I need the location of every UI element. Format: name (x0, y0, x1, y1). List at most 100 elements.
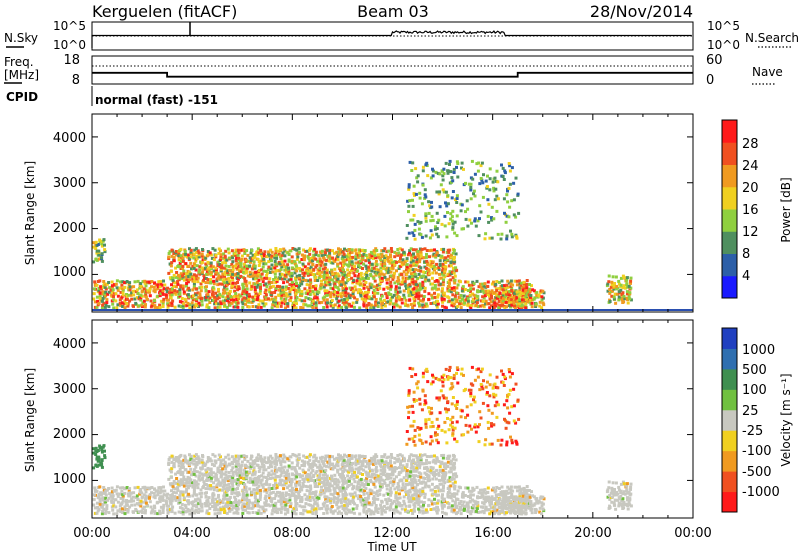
power-cell (492, 304, 496, 308)
cpid-label: CPID (6, 90, 38, 104)
power-cell (377, 301, 380, 305)
power-cell (444, 306, 448, 310)
power-cell (295, 257, 299, 261)
power-cell (466, 224, 470, 228)
power-cell (248, 275, 252, 278)
velocity-cell (358, 512, 362, 516)
power-cell (209, 264, 213, 268)
power-cell (176, 290, 180, 294)
power-cell (382, 249, 386, 253)
power-cell (431, 167, 434, 171)
power-cell (435, 232, 439, 236)
power-cell (374, 256, 378, 260)
power-cell (209, 273, 213, 277)
power-cell (421, 183, 425, 187)
power-cell (484, 302, 488, 306)
velocity-cell (331, 493, 335, 497)
power-cell (283, 277, 287, 281)
velocity-cell (175, 477, 179, 480)
velocity-cell (314, 512, 318, 516)
power-cell (380, 279, 384, 283)
power-cell (525, 286, 529, 290)
velocity-cell (289, 502, 293, 506)
power-cell (289, 299, 293, 303)
power-cell (300, 258, 304, 261)
power-cell (484, 232, 488, 236)
power-cell (363, 249, 367, 252)
power-cell (344, 300, 348, 304)
velocity-cell (134, 496, 138, 500)
power-cell (514, 215, 518, 219)
velocity-cell (103, 498, 107, 502)
power-cell (408, 275, 412, 279)
velocity-cell (267, 458, 271, 462)
power-cell (474, 224, 478, 228)
power-cell (520, 281, 524, 285)
power-cell (414, 283, 418, 286)
velocity-cell (204, 487, 208, 491)
power-cell (483, 282, 487, 286)
power-cell (423, 286, 427, 290)
power-cell (434, 271, 438, 275)
velocity-cell (507, 487, 511, 491)
power-cell (421, 169, 425, 173)
power-cell (422, 274, 426, 278)
power-cell (431, 282, 434, 286)
velocity-cell (363, 489, 367, 493)
power-cell (449, 212, 453, 216)
velocity-cell (249, 466, 252, 470)
power-cell (225, 277, 229, 281)
power-cell (400, 253, 404, 257)
velocity-cell (278, 454, 282, 458)
velocity-cell (484, 508, 488, 512)
velocity-cell (335, 485, 339, 489)
power-cell (280, 293, 284, 297)
velocity-cell (417, 507, 421, 511)
velocity-cell (288, 496, 292, 500)
power-cell (224, 267, 228, 271)
power-cell (354, 288, 358, 292)
power-cell (453, 220, 457, 224)
velocity-cell (227, 457, 231, 461)
velocity-cell (93, 511, 97, 515)
velocity-cell (267, 486, 271, 490)
power-cell (301, 268, 304, 272)
velocity-cell (324, 488, 328, 492)
velocity-cell (173, 497, 177, 501)
power-cell (510, 298, 514, 302)
velocity-cell (180, 506, 184, 510)
velocity-cell (237, 503, 241, 507)
power-cell (196, 249, 200, 253)
velocity-cell (186, 494, 190, 498)
power-cell (294, 306, 298, 310)
power-cell (378, 276, 382, 280)
velocity-cell (101, 491, 105, 495)
velocity-cell (212, 481, 216, 485)
power-cell (271, 284, 275, 288)
power-cbar-swatch (722, 186, 737, 210)
velocity-cell (245, 499, 249, 503)
power-cell (256, 305, 260, 309)
power-cell (224, 249, 228, 253)
power-cell (162, 279, 165, 283)
power-cell (317, 271, 321, 275)
power-cell (464, 217, 468, 221)
velocity-cell (368, 488, 372, 492)
velocity-cell (284, 476, 288, 480)
power-cell (193, 276, 197, 279)
power-cell (607, 280, 611, 284)
velocity-cell (461, 492, 465, 496)
power-cell (481, 195, 485, 199)
power-cell (194, 247, 198, 251)
velocity-cell (345, 512, 349, 516)
power-cell (97, 288, 101, 292)
power-cell (365, 267, 369, 270)
power-cell (469, 306, 473, 310)
power-cell (95, 251, 99, 255)
power-cell (301, 271, 305, 275)
power-cell (392, 273, 396, 277)
velocity-cell (269, 454, 273, 458)
velocity-cell (204, 462, 208, 466)
power-cell (311, 290, 315, 294)
velocity-cell (200, 472, 204, 476)
